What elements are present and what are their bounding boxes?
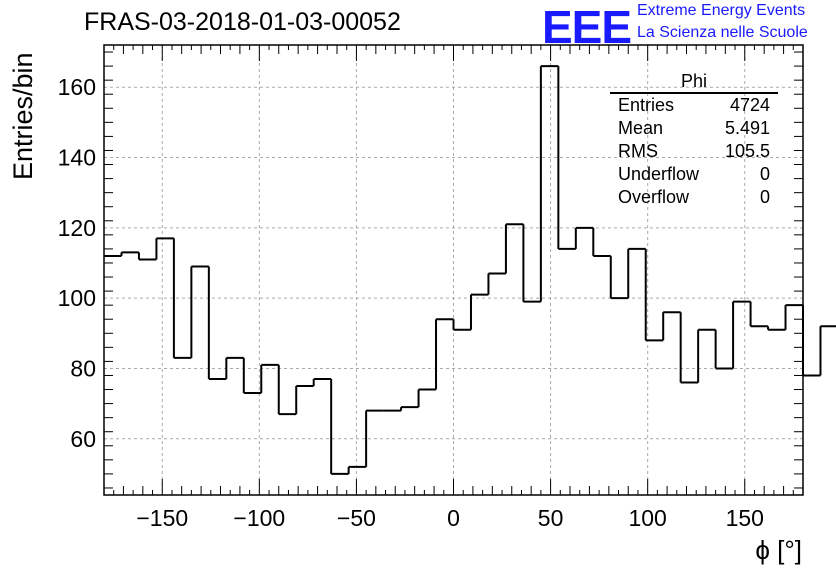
- logo-line-1: Extreme Energy Events: [637, 2, 806, 19]
- stats-label: Overflow: [618, 187, 690, 207]
- stats-label: Mean: [618, 118, 664, 138]
- x-tick-label: 50: [538, 505, 564, 531]
- x-tick-label: −150: [136, 505, 188, 531]
- eee-logo: EEE: [542, 1, 632, 53]
- x-tick-label: −50: [337, 505, 376, 531]
- stats-value: 0: [759, 164, 770, 184]
- x-tick-label: −100: [233, 505, 285, 531]
- stats-box: Phi Entries 4724 Mean 5.491 RMS 105.5 Un…: [610, 70, 778, 209]
- stats-title: Phi: [610, 70, 778, 94]
- stats-value: 105.5: [724, 141, 770, 161]
- y-axis-label: Entries/bin: [8, 52, 38, 180]
- x-tick-label: 100: [628, 505, 666, 531]
- y-tick-label: 60: [70, 426, 96, 452]
- stats-label: Underflow: [618, 164, 700, 184]
- stats-row-rms: RMS 105.5: [610, 140, 778, 163]
- x-tick-label: 150: [726, 505, 764, 531]
- chart-title: FRAS-03-2018-01-03-00052: [84, 8, 401, 36]
- stats-label: RMS: [618, 141, 658, 161]
- stats-row-mean: Mean 5.491: [610, 117, 778, 140]
- y-tick-label: 100: [58, 285, 96, 311]
- x-tick-label: 0: [447, 505, 460, 531]
- y-tick-label: 80: [70, 355, 96, 381]
- stats-label: Entries: [618, 95, 675, 115]
- y-tick-label: 120: [58, 215, 96, 241]
- stats-row-overflow: Overflow 0: [610, 186, 778, 209]
- stats-value: 0: [759, 187, 770, 207]
- stats-row-underflow: Underflow 0: [610, 163, 778, 186]
- logo-line-2: La Scienza nelle Scuole: [637, 24, 808, 41]
- stats-value: 4724: [729, 95, 770, 115]
- stats-row-entries: Entries 4724: [610, 94, 778, 117]
- y-tick-label: 160: [58, 74, 96, 100]
- stats-value: 5.491: [724, 118, 770, 138]
- x-axis-label: ϕ [°]: [755, 535, 802, 565]
- y-tick-label: 140: [58, 145, 96, 171]
